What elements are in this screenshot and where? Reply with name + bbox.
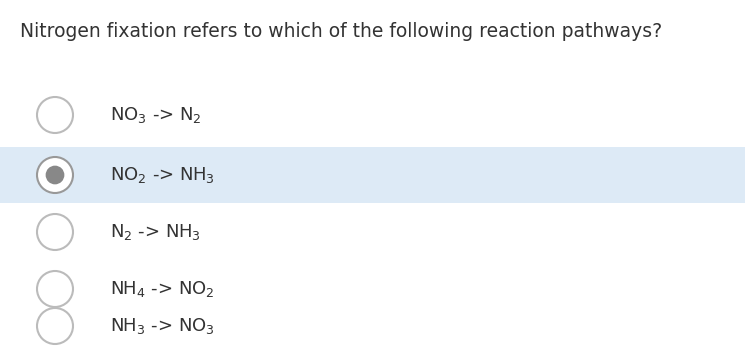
Text: NO$_2$ -> NH$_3$: NO$_2$ -> NH$_3$	[110, 165, 215, 185]
Ellipse shape	[37, 157, 73, 193]
Text: NH$_3$ -> NO$_3$: NH$_3$ -> NO$_3$	[110, 316, 215, 336]
Text: Nitrogen fixation refers to which of the following reaction pathways?: Nitrogen fixation refers to which of the…	[20, 22, 662, 41]
Text: NH$_4$ -> NO$_2$: NH$_4$ -> NO$_2$	[110, 279, 215, 299]
FancyBboxPatch shape	[0, 147, 745, 203]
Text: N$_2$ -> NH$_3$: N$_2$ -> NH$_3$	[110, 222, 200, 242]
Ellipse shape	[37, 97, 73, 133]
Ellipse shape	[37, 308, 73, 344]
Ellipse shape	[37, 214, 73, 250]
Ellipse shape	[45, 166, 64, 184]
Text: NO$_3$ -> N$_2$: NO$_3$ -> N$_2$	[110, 105, 202, 125]
Ellipse shape	[37, 271, 73, 307]
